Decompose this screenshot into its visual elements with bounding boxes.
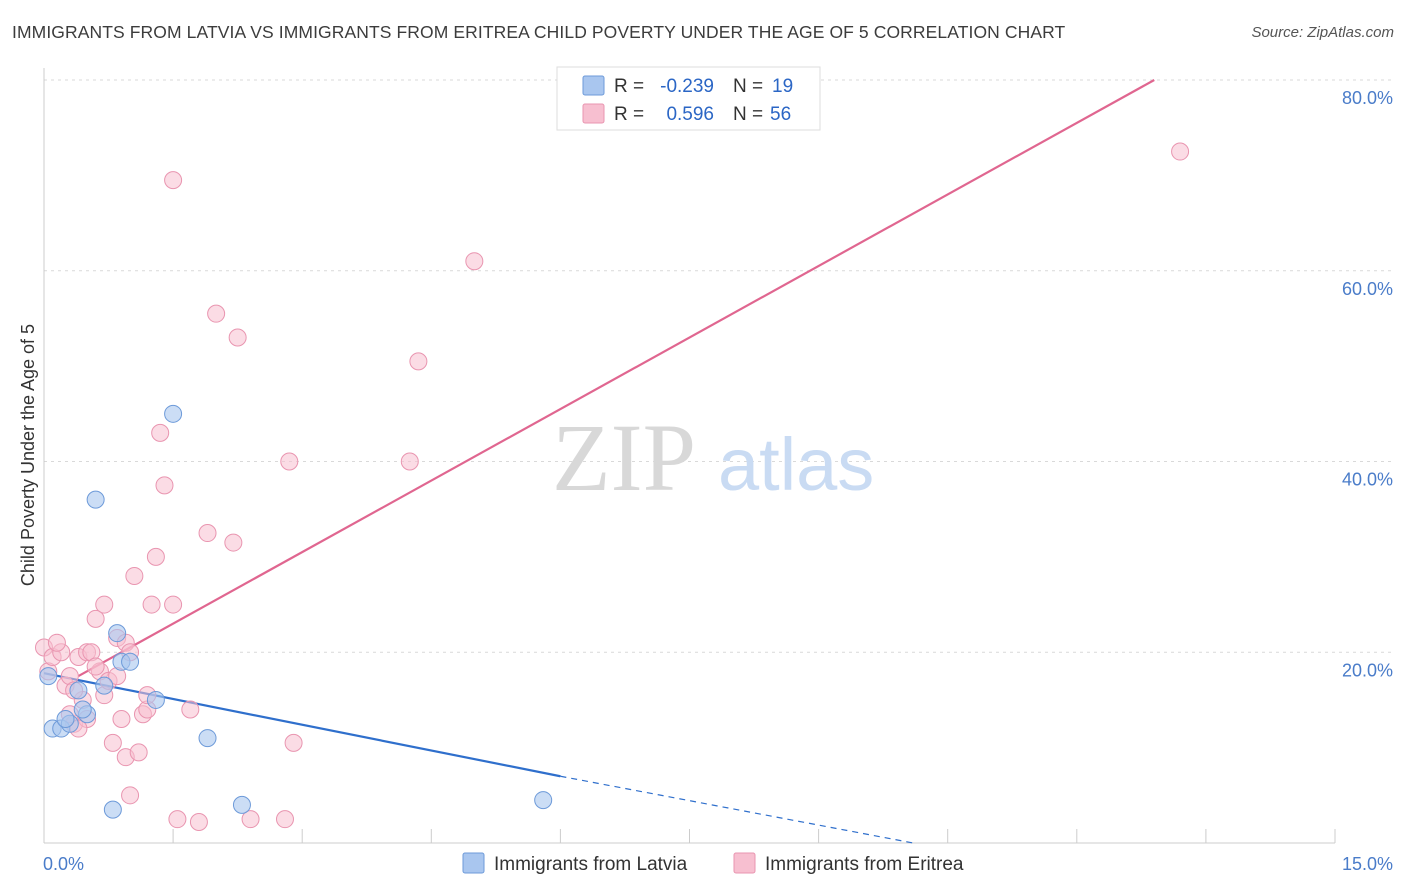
eritrea-trend-line <box>77 79 1155 678</box>
latvia-point[interactable] <box>146 690 165 709</box>
latvia-point[interactable] <box>56 710 75 729</box>
eritrea-point[interactable] <box>112 710 131 729</box>
grid-lines <box>44 79 1393 653</box>
eritrea-point[interactable] <box>121 786 140 805</box>
latvia-point[interactable] <box>69 681 88 700</box>
eritrea-point[interactable] <box>284 733 303 752</box>
latvia-point[interactable] <box>534 791 553 810</box>
eritrea-point[interactable] <box>400 452 419 471</box>
eritrea-n-label: N = <box>733 104 763 125</box>
latvia-point[interactable] <box>73 700 92 719</box>
legend-latvia-swatch[interactable] <box>462 852 485 874</box>
eritrea-point[interactable] <box>146 547 165 566</box>
legend-eritrea-label[interactable]: Immigrants from Eritrea <box>765 854 964 875</box>
eritrea-point[interactable] <box>275 810 294 829</box>
eritrea-point[interactable] <box>280 452 299 471</box>
eritrea-point[interactable] <box>125 566 144 585</box>
eritrea-point[interactable] <box>207 304 226 323</box>
watermark-atlas: atlas <box>718 423 874 506</box>
eritrea-point[interactable] <box>86 657 105 676</box>
latvia-swatch <box>582 75 605 96</box>
latvia-point[interactable] <box>198 729 217 748</box>
eritrea-point[interactable] <box>1171 142 1190 161</box>
eritrea-n-value: 56 <box>770 104 791 125</box>
x-tick-label-max: 15.0% <box>1342 854 1393 874</box>
eritrea-point[interactable] <box>95 595 114 614</box>
eritrea-r-label: R = <box>614 104 644 125</box>
eritrea-point[interactable] <box>151 423 170 442</box>
y-tick-label-20: 20.0% <box>1342 660 1393 680</box>
legend-eritrea-swatch[interactable] <box>733 852 756 874</box>
x-tick-label-min: 0.0% <box>43 854 84 874</box>
latvia-point[interactable] <box>103 800 122 819</box>
eritrea-point[interactable] <box>409 352 428 371</box>
eritrea-point[interactable] <box>103 733 122 752</box>
latvia-n-label: N = <box>733 76 763 97</box>
latvia-points <box>39 404 553 819</box>
x-axis-ticks <box>172 829 1336 843</box>
watermark: ZIP atlas <box>552 404 874 511</box>
eritrea-point[interactable] <box>47 633 66 652</box>
latvia-r-value: -0.239 <box>660 76 714 97</box>
y-axis-label: Child Poverty Under the Age of 5 <box>18 324 38 586</box>
eritrea-point[interactable] <box>189 813 208 832</box>
y-axis-tick-labels: 20.0% 40.0% 60.0% 80.0% <box>1342 88 1393 680</box>
latvia-point[interactable] <box>108 624 127 643</box>
latvia-point[interactable] <box>121 652 140 671</box>
eritrea-point[interactable] <box>129 743 148 762</box>
y-tick-label-40: 40.0% <box>1342 470 1393 490</box>
eritrea-point[interactable] <box>181 700 200 719</box>
eritrea-point[interactable] <box>164 171 183 190</box>
stats-legend-box: R = -0.239 N = 19 R = 0.596 N = 56 <box>556 66 821 131</box>
y-tick-label-60: 60.0% <box>1342 279 1393 299</box>
eritrea-swatch <box>582 103 605 124</box>
eritrea-point[interactable] <box>228 328 247 347</box>
trend-lines <box>43 79 1155 844</box>
eritrea-point[interactable] <box>198 524 217 543</box>
chart-title: IMMIGRANTS FROM LATVIA VS IMMIGRANTS FRO… <box>12 22 1066 42</box>
latvia-point[interactable] <box>164 404 183 423</box>
eritrea-point[interactable] <box>155 476 174 495</box>
eritrea-point[interactable] <box>168 810 187 829</box>
latvia-trend-line <box>43 672 561 778</box>
latvia-r-label: R = <box>614 76 644 97</box>
latvia-n-value: 19 <box>772 76 793 97</box>
legend-latvia-label[interactable]: Immigrants from Latvia <box>494 854 688 875</box>
latvia-trend-extension <box>560 775 914 844</box>
series-legend: Immigrants from Latvia Immigrants from E… <box>462 852 964 875</box>
eritrea-point[interactable] <box>224 533 243 552</box>
latvia-point[interactable] <box>232 795 251 814</box>
eritrea-point[interactable] <box>164 595 183 614</box>
eritrea-point[interactable] <box>142 595 161 614</box>
latvia-point[interactable] <box>39 667 58 686</box>
eritrea-point[interactable] <box>241 810 260 829</box>
eritrea-r-value: 0.596 <box>666 104 714 125</box>
latvia-point[interactable] <box>86 490 105 509</box>
latvia-point[interactable] <box>95 676 114 695</box>
eritrea-point[interactable] <box>86 609 105 628</box>
y-tick-label-80: 80.0% <box>1342 88 1393 108</box>
watermark-zip: ZIP <box>552 404 696 511</box>
chart-source: Source: ZipAtlas.com <box>1251 24 1394 41</box>
eritrea-point[interactable] <box>465 252 484 271</box>
